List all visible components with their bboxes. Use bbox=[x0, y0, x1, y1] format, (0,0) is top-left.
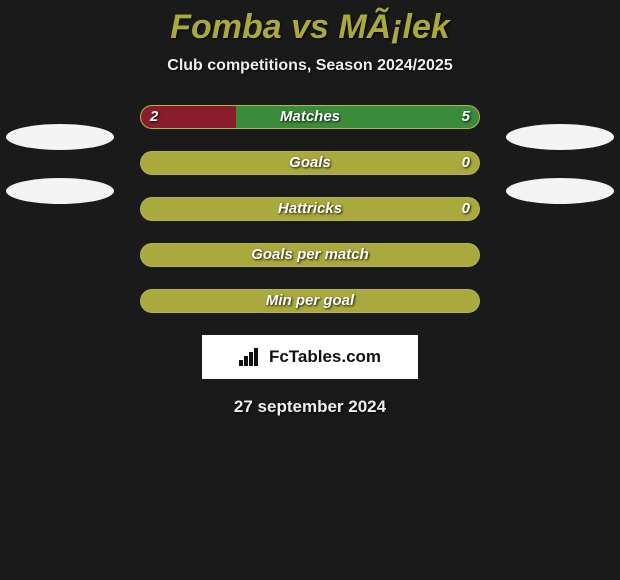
page-title: Fomba vs MÃ¡lek bbox=[0, 0, 620, 47]
page-subtitle: Club competitions, Season 2024/2025 bbox=[0, 57, 620, 75]
bar-label: Hattricks bbox=[140, 197, 480, 221]
stat-row: Min per goal bbox=[140, 289, 480, 313]
bar-label: Goals per match bbox=[140, 243, 480, 267]
logo-box: FcTables.com bbox=[202, 335, 418, 379]
stat-row: Matches2 5 bbox=[140, 105, 480, 129]
bar-label: Min per goal bbox=[140, 289, 480, 313]
player-oval bbox=[506, 178, 614, 204]
stat-row: Hattricks0 bbox=[140, 197, 480, 221]
bar-value-right: 0 bbox=[462, 151, 470, 175]
stat-row: Goals0 bbox=[140, 151, 480, 175]
player-oval bbox=[6, 178, 114, 204]
player-oval bbox=[506, 124, 614, 150]
date-text: 27 september 2024 bbox=[0, 397, 620, 417]
bar-value-left: 2 bbox=[150, 105, 158, 129]
stat-row: Goals per match bbox=[140, 243, 480, 267]
bar-label: Matches bbox=[140, 105, 480, 129]
logo-text: FcTables.com bbox=[269, 347, 381, 367]
bar-value-right: 0 bbox=[462, 197, 470, 221]
bar-value-right: 5 bbox=[462, 105, 470, 129]
bar-chart-icon bbox=[239, 348, 263, 366]
bar-label: Goals bbox=[140, 151, 480, 175]
player-oval bbox=[6, 124, 114, 150]
